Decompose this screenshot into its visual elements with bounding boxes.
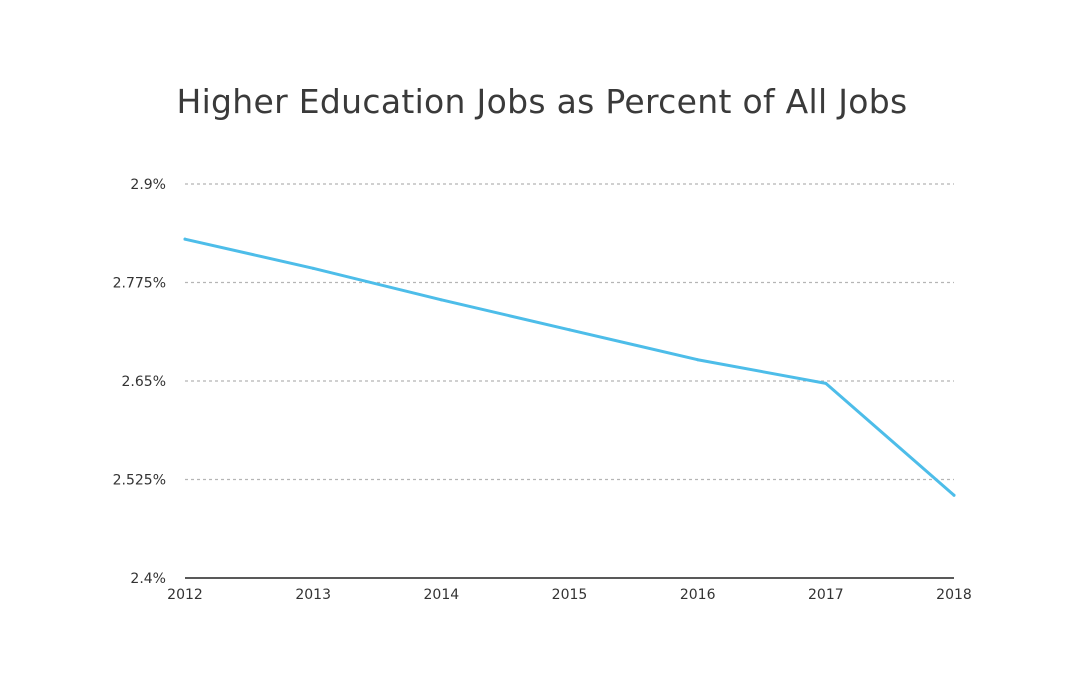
y-tick-label: 2.9% [130,177,166,193]
series-layer [183,237,956,497]
y-tick-label: 2.775% [113,276,166,292]
x-axis: 2012 2013 2014 2015 2016 2017 2018 [167,577,972,603]
data-point [183,237,187,241]
y-axis: 2.4% 2.525% 2.65% 2.775% 2.9% [113,177,166,587]
data-point [824,381,828,385]
x-tick-label: 2017 [808,587,844,603]
x-tick-label: 2012 [167,587,203,603]
y-tick-label: 2.65% [122,374,166,390]
x-tick-label: 2016 [680,587,716,603]
data-point [439,298,443,302]
data-point [311,266,315,270]
data-point [952,493,956,497]
gridlines [185,183,954,481]
series-line [183,237,956,497]
chart-title: Higher Education Jobs as Percent of All … [176,82,908,121]
y-tick-label: 2.525% [113,473,166,489]
x-tick-label: 2013 [295,587,331,603]
x-tick-label: 2018 [936,587,972,603]
data-point [696,358,700,362]
x-tick-label: 2014 [424,587,460,603]
x-tick-label: 2015 [552,587,588,603]
data-point [568,328,571,332]
y-tick-label: 2.4% [130,571,166,587]
